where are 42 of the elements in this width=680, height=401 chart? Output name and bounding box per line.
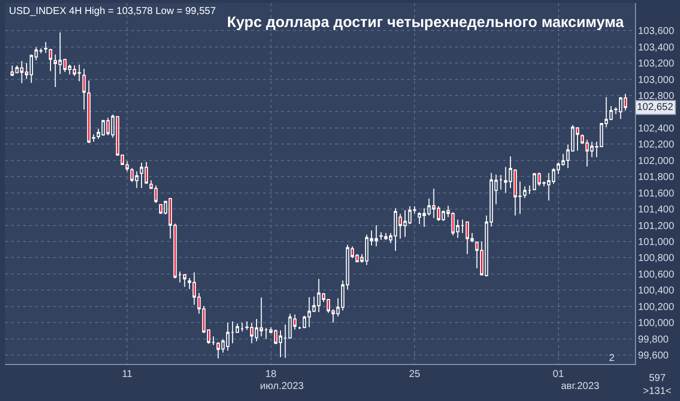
candlestick bbox=[182, 273, 186, 288]
y-tick-label: 100,200 bbox=[638, 302, 675, 313]
x-tick-label: 18 bbox=[265, 369, 277, 380]
annotation: 2 bbox=[609, 353, 615, 364]
candlestick bbox=[284, 324, 287, 358]
candlestick bbox=[240, 322, 244, 332]
y-tick-label: 99,800 bbox=[638, 334, 670, 346]
text: 597 bbox=[649, 373, 666, 384]
annotation: 102,652 bbox=[637, 102, 674, 113]
y-tick-label: 102,000 bbox=[638, 156, 675, 167]
x-tick-label: 01 bbox=[552, 369, 564, 380]
y-tick-label: 103,400 bbox=[638, 42, 675, 54]
candlestick bbox=[230, 320, 234, 344]
y-tick-label: 100,600 bbox=[638, 269, 675, 280]
y-tick-label: 101,600 bbox=[638, 188, 675, 200]
text: >131< bbox=[643, 386, 672, 397]
y-tick-label: 101,000 bbox=[638, 237, 675, 248]
y-tick-label: 101,400 bbox=[638, 204, 675, 216]
y-tick-label: 100,000 bbox=[638, 318, 675, 330]
y-tick-label: 103,600 bbox=[638, 26, 675, 38]
candlestick bbox=[298, 326, 302, 330]
y-tick-label: 100,800 bbox=[638, 253, 675, 264]
candlestick bbox=[236, 322, 240, 333]
text: Курс доллара достиг четырехнедельного максимума bbox=[227, 14, 624, 31]
y-tick-label: 100,400 bbox=[638, 286, 675, 297]
candlestick bbox=[82, 68, 86, 110]
x-tick-label: 11 bbox=[122, 369, 133, 380]
y-tick-label: 102,400 bbox=[638, 123, 675, 134]
y-tick-label: 103,200 bbox=[638, 58, 675, 70]
x-tick-label: 25 bbox=[409, 369, 421, 380]
text: авг.2023 bbox=[561, 381, 600, 392]
y-tick-label: 101,200 bbox=[638, 220, 675, 232]
y-tick-label: 102,200 bbox=[638, 140, 675, 151]
y-tick-label: 102,800 bbox=[638, 90, 675, 102]
text: июл.2023 bbox=[260, 381, 304, 392]
candlestick bbox=[499, 174, 503, 190]
y-tick-label: 101,800 bbox=[638, 172, 675, 184]
y-tick-label: 103,000 bbox=[638, 74, 675, 86]
candlestick bbox=[528, 185, 532, 195]
chart-subtitle: USD_INDEX 4H High = 103,578 Low = 99,557 bbox=[9, 6, 216, 17]
y-tick-label: 99,600 bbox=[638, 350, 670, 362]
candlestick bbox=[460, 219, 464, 234]
